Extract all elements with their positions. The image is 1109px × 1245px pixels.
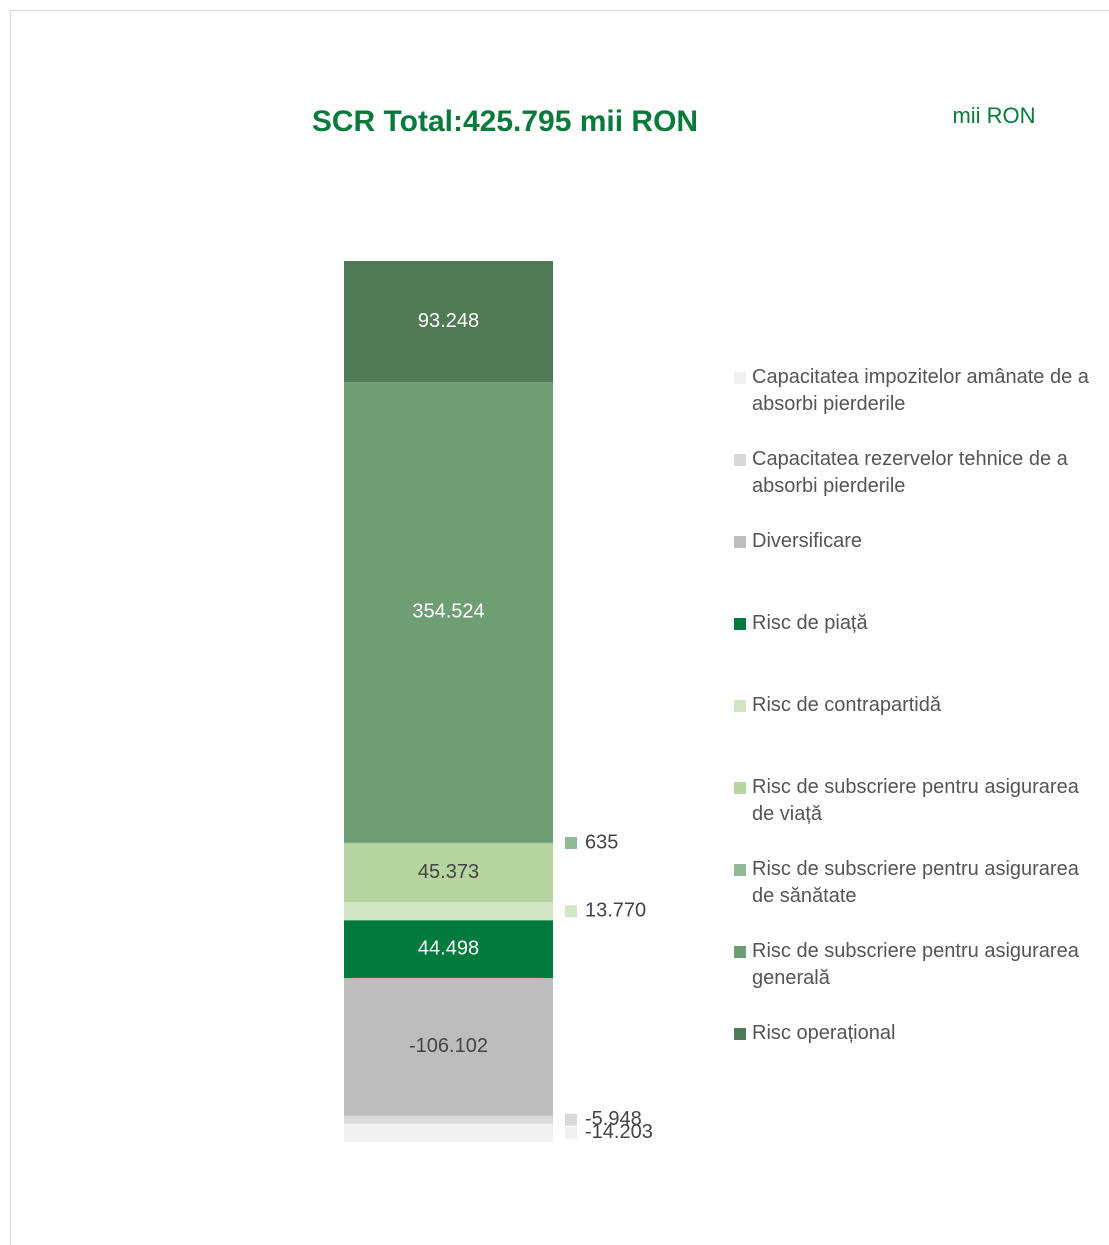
chart-frame <box>10 10 1109 1245</box>
unit-label: mii RON <box>952 103 1035 128</box>
legend-swatch <box>734 454 746 466</box>
legend-swatch <box>734 372 746 384</box>
legend-swatch <box>734 618 746 630</box>
data-label: 93.248 <box>418 310 479 332</box>
legend-swatch <box>734 1028 746 1040</box>
legend-label: Diversificare <box>752 530 863 552</box>
data-label: 13.770 <box>585 900 646 922</box>
data-label: -106.102 <box>409 1035 488 1057</box>
legend-swatch <box>734 700 746 712</box>
bar-segment <box>344 1123 553 1142</box>
chart-title: SCR Total:425.795 mii RON <box>312 105 698 138</box>
bar-segment <box>344 843 553 903</box>
bar-segment <box>344 842 553 844</box>
label-marker <box>565 905 577 918</box>
legend-label: Capacitatea impozitelor amânate de a abs… <box>752 366 1089 415</box>
legend-label: Risc operațional <box>752 1022 896 1044</box>
bar-segment <box>344 1115 553 1124</box>
legend-item: Capacitatea impozitelor amânate de a abs… <box>734 364 1106 418</box>
label-marker <box>565 1113 577 1126</box>
legend-label: Capacitatea rezervelor tehnice de a abso… <box>752 448 1068 497</box>
legend-label: Risc de subscriere pentru asigurarea gen… <box>752 940 1079 989</box>
bar-segment <box>344 978 553 1116</box>
data-label: -5.948 <box>585 1108 642 1130</box>
data-label: 45.373 <box>418 861 479 883</box>
data-label: 44.498 <box>418 937 479 959</box>
legend-label: Risc de subscriere pentru asigurarea de … <box>752 776 1079 825</box>
label-marker <box>565 836 577 849</box>
legend-item: Risc de subscriere pentru asigurarea de … <box>734 774 1106 828</box>
legend-label: Risc de contrapartidă <box>752 694 941 716</box>
data-label: 635 <box>585 831 618 853</box>
label-marker <box>565 1126 577 1139</box>
legend-swatch <box>734 946 746 958</box>
bar-segment <box>344 382 553 843</box>
legend-swatch <box>734 864 746 876</box>
data-label: -14.203 <box>585 1121 653 1143</box>
legend-item: Risc de contrapartidă <box>734 692 1106 719</box>
legend-label: Risc de subscriere pentru asigurarea de … <box>752 858 1079 907</box>
legend-item: Risc de subscriere pentru asigurarea gen… <box>734 938 1106 992</box>
data-label: 354.524 <box>412 601 484 623</box>
legend-swatch <box>734 536 746 548</box>
legend-item: Risc de subscriere pentru asigurarea de … <box>734 856 1106 910</box>
bar-segment <box>344 261 553 383</box>
legend-swatch <box>734 782 746 794</box>
legend-item: Risc de piață <box>734 610 1106 637</box>
legend-item: Risc operațional <box>734 1020 1106 1047</box>
legend-item: Diversificare <box>734 528 1106 555</box>
legend-item: Capacitatea rezervelor tehnice de a abso… <box>734 446 1106 500</box>
bar-segment <box>344 920 553 979</box>
bar-segment <box>344 902 553 921</box>
legend-label: Risc de piață <box>752 612 868 634</box>
